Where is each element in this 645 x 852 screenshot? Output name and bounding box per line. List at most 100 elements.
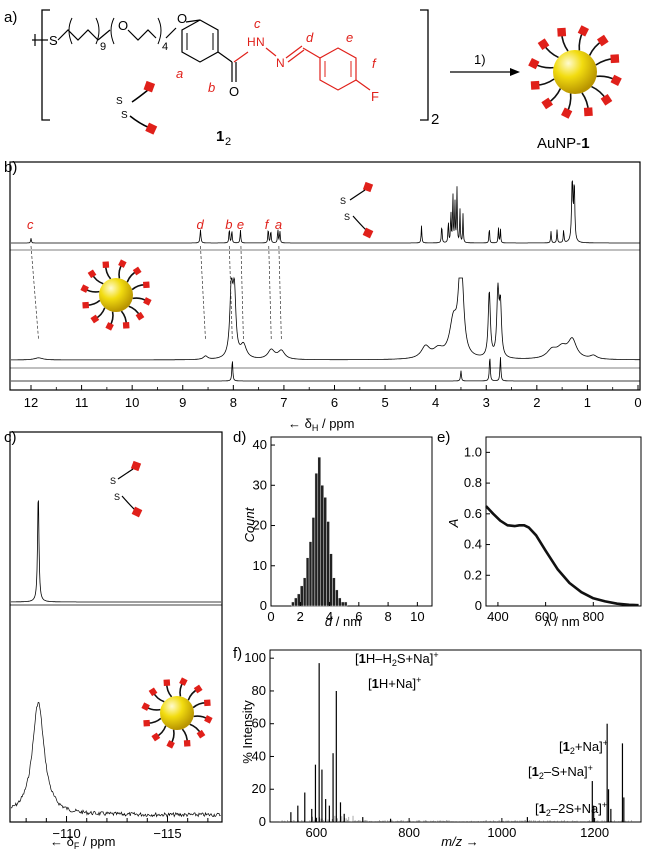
histogram-bar	[338, 597, 342, 607]
tick-label: 4	[326, 609, 333, 624]
ligand-head	[143, 297, 152, 306]
tick-label: 0.6	[464, 506, 482, 521]
correlation-dash	[200, 245, 206, 341]
histogram-bar	[343, 601, 348, 607]
right-bracket	[420, 9, 429, 121]
tick-label: −110	[52, 826, 80, 841]
ms-annotation: [12–2S+Na]+	[535, 800, 607, 818]
tick-label: 80	[252, 683, 266, 698]
atom-n2: N	[276, 56, 285, 70]
ms-annotation: [1H–H2S+Na]+	[355, 650, 439, 668]
tick-label: 0.8	[464, 475, 482, 490]
atom-h: H	[247, 35, 256, 49]
ligand-head	[183, 740, 191, 747]
proton-label-c: c	[254, 16, 261, 31]
panel-a-label: a)	[4, 9, 17, 26]
correlation-dash	[228, 245, 233, 341]
tick-label: 1.0	[464, 444, 482, 459]
ligand-head	[528, 58, 540, 70]
correlation-dash	[268, 245, 272, 341]
tick-label: −115	[153, 826, 181, 841]
panel-b-label: b)	[4, 159, 17, 176]
histogram-bar	[326, 521, 330, 607]
histogram-bar	[303, 577, 307, 607]
ligand-head	[204, 699, 211, 707]
plot-frame	[269, 649, 642, 823]
peg-chain	[127, 29, 157, 41]
tick-label: 7	[280, 395, 287, 410]
tick-label: 10	[253, 558, 267, 573]
ligand-head	[82, 301, 89, 309]
tick-label: 1	[584, 395, 591, 410]
tick-label: 5	[381, 395, 388, 410]
ligand-head	[141, 702, 150, 711]
ligand-head	[596, 34, 609, 47]
chain-link-2	[165, 27, 177, 39]
tick-label: 100	[244, 650, 266, 665]
ligand-head	[166, 740, 175, 749]
alkyl-paren-right	[95, 17, 100, 45]
tick-label: 60	[252, 716, 266, 731]
histogram-bar	[341, 601, 345, 607]
n-n-bond	[265, 47, 277, 57]
ligand-head	[600, 93, 613, 106]
tick-label: 0.4	[464, 537, 482, 552]
plot-frame	[270, 436, 433, 607]
compound-label-sub: 2	[225, 136, 231, 148]
tick-label: 20	[252, 781, 266, 796]
peg-paren-left	[110, 17, 115, 45]
panel-f-ylabel: % Intensity	[240, 700, 255, 764]
tick-label: 800	[582, 609, 604, 624]
nmr-spectrum-trace	[11, 357, 640, 382]
ligand-head	[561, 107, 573, 119]
ms-annotation: [12–S+Na]+	[528, 763, 593, 781]
ligand-head	[193, 684, 203, 694]
tick-label: 20	[253, 518, 267, 533]
peg-paren-right	[157, 17, 162, 45]
ligand-head	[143, 719, 150, 727]
ligand-head	[610, 74, 622, 86]
ligand-head	[105, 322, 114, 331]
tick-label: 6	[355, 609, 362, 624]
ligand-head	[163, 679, 171, 686]
histogram-bar	[314, 473, 319, 607]
panel-d-label: d)	[233, 429, 246, 446]
peak-label-b: b	[225, 217, 232, 232]
svg-text:S: S	[110, 476, 116, 486]
nmr-spectrum-trace	[11, 180, 640, 244]
ligand-head	[80, 284, 89, 293]
panel-f-ms: f) % Intensity 600 800 1000 1200 0 20 40 60 80 10…	[233, 645, 642, 849]
tick-label: 0.2	[464, 567, 482, 582]
svg-text:S: S	[121, 110, 128, 121]
panel-b-xlabel: ← δH / ppm	[288, 416, 354, 433]
histogram-bar	[323, 497, 327, 607]
tick-label: 2	[297, 609, 304, 624]
ligand-head	[537, 38, 550, 51]
peak-label-f: f	[265, 217, 270, 232]
ligand-head	[122, 322, 130, 329]
tick-label: 0	[634, 395, 641, 410]
ligand-head	[577, 25, 589, 37]
ligand-head	[583, 107, 593, 117]
panel-d-ylabel: Count	[242, 506, 257, 542]
ligand-head	[557, 27, 567, 37]
panel-c-frame	[9, 431, 223, 823]
tick-label: 1000	[487, 825, 516, 840]
histogram-bar	[294, 597, 298, 607]
ligand-head	[610, 54, 620, 64]
left-bracket	[41, 9, 50, 121]
tick-label: 0	[475, 598, 482, 613]
c-f-bond	[355, 79, 371, 91]
amide-bond	[233, 51, 249, 63]
cn-double-1	[285, 45, 303, 59]
proton-label-f: f	[372, 56, 377, 71]
aunp-icon-b	[80, 259, 152, 331]
benzene-ring-1	[181, 19, 219, 63]
ligand-head	[148, 687, 158, 697]
panel-c-xlabel: ← δF / ppm	[50, 834, 115, 851]
histogram-bar	[317, 456, 321, 607]
ligand-head	[530, 80, 540, 90]
f-nmr-trace-ligand	[11, 500, 221, 603]
histogram-bar	[335, 589, 339, 607]
